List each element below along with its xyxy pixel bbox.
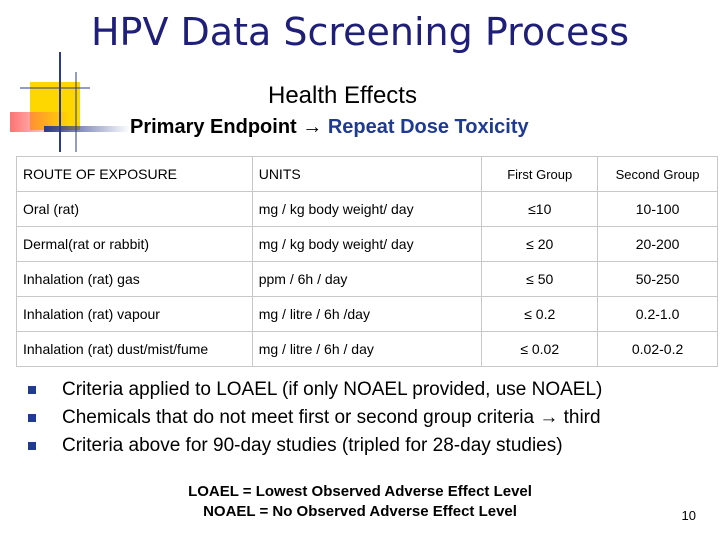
- footer-definitions: LOAEL = Lowest Observed Adverse Effect L…: [0, 482, 720, 522]
- cell-second-group: 50-250: [597, 261, 718, 297]
- table-row: Inhalation (rat) gas ppm / 6h / day ≤ 50…: [16, 261, 718, 297]
- header-route: ROUTE OF EXPOSURE: [16, 156, 253, 192]
- cell-units: mg / litre / 6h /day: [251, 296, 483, 332]
- cell-first-group: ≤ 0.2: [481, 296, 599, 332]
- list-item: Chemicals that do not meet first or seco…: [28, 404, 718, 432]
- header-units: UNITS: [251, 156, 483, 192]
- cell-route: Oral (rat): [16, 191, 253, 227]
- list-item: Criteria applied to LOAEL (if only NOAEL…: [28, 376, 718, 404]
- table-row: Dermal(rat or rabbit) mg / kg body weigh…: [16, 226, 718, 262]
- endpoint-value: Repeat Dose Toxicity: [327, 116, 529, 138]
- cell-first-group: ≤ 20: [481, 226, 599, 262]
- footer-loael-definition: LOAEL = Lowest Observed Adverse Effect L…: [188, 483, 532, 500]
- cell-units: mg / litre / 6h / day: [251, 331, 483, 367]
- cell-second-group: 0.02-0.2: [597, 331, 718, 367]
- bullet-list: Criteria applied to LOAEL (if only NOAEL…: [28, 376, 718, 460]
- decorative-squares-graphic: [10, 52, 130, 152]
- cell-second-group: 10-100: [597, 191, 718, 227]
- endpoint-prefix: Primary Endpoint: [130, 116, 297, 138]
- square-bullet-icon: [28, 442, 36, 450]
- cell-first-group: ≤10: [481, 191, 599, 227]
- criteria-table: ROUTE OF EXPOSURE UNITS First Group Seco…: [16, 156, 718, 367]
- cell-route: Inhalation (rat) dust/mist/fume: [16, 331, 253, 367]
- table-header-row: ROUTE OF EXPOSURE UNITS First Group Seco…: [16, 156, 718, 192]
- cell-second-group: 20-200: [597, 226, 718, 262]
- list-item: Criteria above for 90-day studies (tripl…: [28, 432, 718, 460]
- slide-subtitle: Health Effects: [268, 82, 417, 109]
- bullet-text: Criteria applied to LOAEL (if only NOAEL…: [62, 379, 603, 400]
- bullet-text: Criteria above for 90-day studies (tripl…: [62, 435, 563, 456]
- arrow-icon: →: [302, 116, 323, 138]
- cell-second-group: 0.2-1.0: [597, 296, 718, 332]
- page-number: 10: [681, 508, 696, 523]
- footer-noael-definition: NOAEL = No Observed Adverse Effect Level: [203, 503, 517, 520]
- criteria-table-container: ROUTE OF EXPOSURE UNITS First Group Seco…: [16, 156, 718, 367]
- header-first-group: First Group: [481, 156, 599, 192]
- table-row: Inhalation (rat) dust/mist/fume mg / lit…: [16, 331, 718, 367]
- cell-route: Inhalation (rat) gas: [16, 261, 253, 297]
- bullet-text: Chemicals that do not meet first or seco…: [62, 407, 601, 428]
- header-second-group: Second Group: [597, 156, 718, 192]
- table-row: Inhalation (rat) vapour mg / litre / 6h …: [16, 296, 718, 332]
- slide-title: HPV Data Screening Process: [90, 10, 629, 54]
- cell-route: Dermal(rat or rabbit): [16, 226, 253, 262]
- cell-first-group: ≤ 0.02: [481, 331, 599, 367]
- cell-units: mg / kg body weight/ day: [251, 226, 483, 262]
- cell-route: Inhalation (rat) vapour: [16, 296, 253, 332]
- square-bullet-icon: [28, 414, 36, 422]
- cell-units: mg / kg body weight/ day: [251, 191, 483, 227]
- cell-first-group: ≤ 50: [481, 261, 599, 297]
- table-row: Oral (rat) mg / kg body weight/ day ≤10 …: [16, 191, 718, 227]
- cell-units: ppm / 6h / day: [251, 261, 483, 297]
- primary-endpoint-line: Primary Endpoint → Repeat Dose Toxicity: [130, 116, 529, 139]
- square-bullet-icon: [28, 386, 36, 394]
